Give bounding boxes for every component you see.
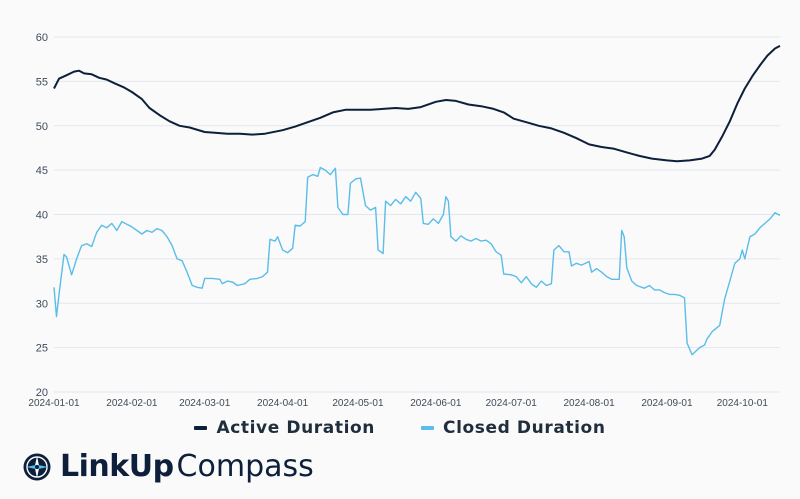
x-tick-label: 2024-01-01 — [28, 398, 80, 409]
x-tick-label: 2024-06-01 — [410, 398, 462, 409]
brand-logo: LinkUp Compass — [22, 452, 314, 482]
y-tick-label: 60 — [36, 32, 48, 44]
y-tick-label: 40 — [36, 210, 48, 222]
x-tick-label: 2024-05-01 — [332, 398, 384, 409]
x-tick-label: 2024-04-01 — [257, 398, 309, 409]
chart-legend: Active Duration Closed Duration — [0, 418, 800, 438]
x-axis-tick-labels: 2024-01-01 2024-02-01 2024-03-01 2024-04-01… — [28, 398, 768, 409]
legend-swatch-active-duration — [194, 426, 208, 430]
compass-icon — [23, 453, 51, 481]
y-tick-label: 30 — [36, 298, 48, 310]
y-tick-label: 45 — [36, 165, 48, 177]
series-line-active-duration — [53, 45, 781, 163]
legend-item-active-duration[interactable]: Active Duration — [194, 418, 375, 438]
legend-label-active-duration: Active Duration — [216, 418, 375, 438]
y-axis-tick-labels: 20 25 30 35 40 45 50 55 60 — [36, 32, 48, 399]
y-tick-label: 50 — [36, 121, 48, 133]
y-tick-label: 55 — [36, 76, 48, 88]
y-tick-label: 20 — [36, 387, 48, 399]
legend-label-closed-duration: Closed Duration — [443, 418, 606, 438]
legend-item-closed-duration[interactable]: Closed Duration — [421, 418, 606, 438]
x-tick-label: 2024-08-01 — [564, 398, 616, 409]
logo-wordmark-bold: LinkUp — [60, 449, 174, 484]
x-tick-label: 2024-03-01 — [179, 398, 231, 409]
x-tick-label: 2024-07-01 — [486, 398, 538, 409]
legend-swatch-closed-duration — [421, 426, 434, 430]
y-tick-label: 25 — [36, 343, 48, 355]
gridlines — [54, 36, 780, 393]
x-tick-label: 2024-10-01 — [717, 398, 769, 409]
logo-wordmark: LinkUp Compass — [60, 452, 314, 482]
y-tick-label: 35 — [36, 254, 48, 266]
logo-wordmark-light: Compass — [176, 449, 314, 484]
x-tick-label: 2024-02-01 — [106, 398, 158, 409]
x-tick-label: 2024-09-01 — [641, 398, 693, 409]
series-line-closed-duration — [53, 166, 781, 356]
series-lines — [53, 45, 781, 356]
